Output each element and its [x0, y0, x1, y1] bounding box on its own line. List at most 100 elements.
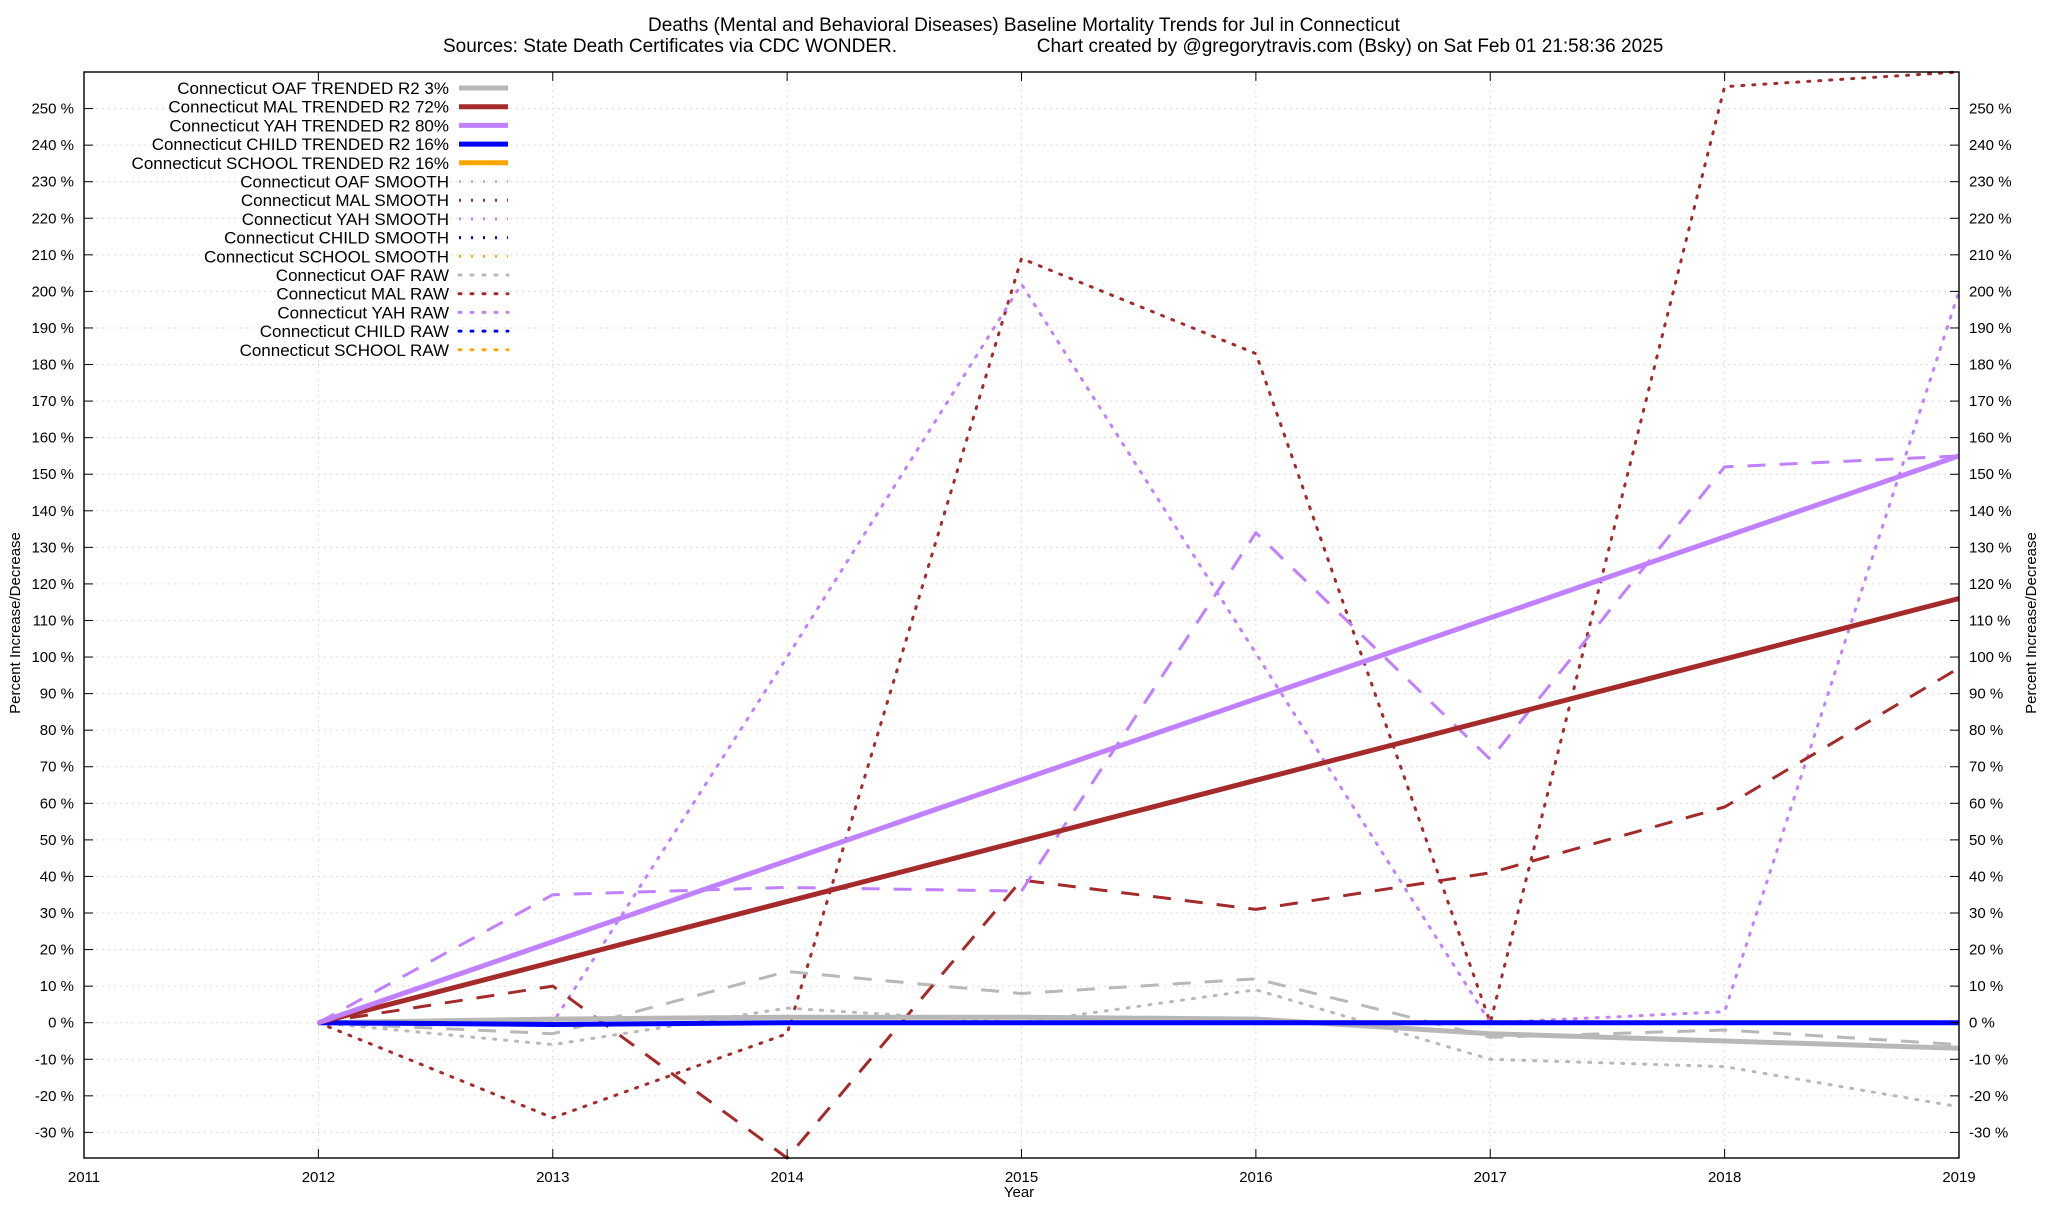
y-tick-label-right: 90 %	[1969, 686, 2003, 703]
series-line-dashed	[318, 970, 1960, 1047]
y-tick-label-left: 110 %	[33, 612, 74, 629]
y-tick-label-right: 70 %	[1969, 759, 2003, 776]
y-tick-label-right: 250 %	[1969, 101, 2012, 118]
legend-label: Connecticut CHILD RAW	[260, 322, 449, 341]
legend-label: Connecticut OAF RAW	[276, 266, 449, 285]
x-tick-label: 2014	[770, 1169, 803, 1186]
y-tick-label-right: 100 %	[1969, 649, 2012, 666]
y-tick-label-left: 90 %	[40, 686, 74, 703]
x-tick-label: 2017	[1474, 1169, 1507, 1186]
legend: Connecticut OAF TRENDED R2 3%Connecticut…	[132, 79, 510, 360]
y-tick-label-right: 230 %	[1969, 174, 2012, 191]
series-line-dotted	[316, 282, 1961, 1025]
y-tick-label-right: 220 %	[1969, 210, 2012, 227]
series-line-dashed	[318, 666, 1960, 1160]
x-tick-label: 2018	[1708, 1169, 1741, 1186]
y-tick-label-right: 30 %	[1969, 905, 2003, 922]
y-tick-label-left: 20 %	[40, 942, 74, 959]
legend-label: Connecticut YAH SMOOTH	[242, 210, 449, 229]
legend-label: Connecticut SCHOOL SMOOTH	[204, 247, 449, 266]
legend-label: Connecticut CHILD TRENDED R2 16%	[152, 135, 449, 154]
y-tick-label-left: 70 %	[40, 759, 74, 776]
legend-label: Connecticut SCHOOL TRENDED R2 16%	[132, 154, 449, 173]
y-tick-label-left: 230 %	[31, 174, 74, 191]
y-tick-label-right: 180 %	[1969, 357, 2012, 374]
y-tick-label-left: 220 %	[31, 210, 74, 227]
legend-label: Connecticut MAL RAW	[276, 285, 449, 304]
series-lines	[316, 70, 1961, 1160]
y-tick-label-right: 0 %	[1969, 1015, 1995, 1032]
series-line-solid	[317, 596, 1960, 1026]
y-tick-label-right: -10 %	[1969, 1051, 2008, 1068]
y-tick-label-left: 150 %	[31, 466, 74, 483]
y-tick-label-left: 190 %	[31, 320, 74, 337]
y-tick-label-left: 40 %	[40, 868, 74, 885]
y-tick-label-left: 160 %	[31, 430, 74, 447]
y-tick-label-left: 10 %	[40, 978, 74, 995]
y-tick-label-left: -30 %	[35, 1124, 74, 1141]
y-tick-label-left: 80 %	[40, 722, 74, 739]
y-tick-label-right: 150 %	[1969, 466, 2012, 483]
grid	[83, 72, 1960, 1158]
legend-label: Connecticut MAL SMOOTH	[241, 191, 449, 210]
legend-label: Connecticut OAF TRENDED R2 3%	[177, 79, 449, 98]
y-tick-label-left: -20 %	[35, 1088, 74, 1105]
legend-label: Connecticut YAH TRENDED R2 80%	[169, 116, 449, 135]
y-tick-label-right: 120 %	[1969, 576, 2012, 593]
y-tick-label-right: 50 %	[1969, 832, 2003, 849]
y-tick-label-left: 170 %	[31, 393, 74, 410]
y-tick-label-right: 170 %	[1969, 393, 2012, 410]
series-line-dashed	[317, 454, 1960, 1025]
axis-ticks: -30 % -30 % -20 % -20 % -10 % -10 % 0 % 0 % 10 %…	[31, 72, 2012, 1186]
chart-subtitle-left: Sources: State Death Certificates via CD…	[443, 36, 897, 57]
y-tick-label-right: 210 %	[1969, 247, 2012, 264]
y-tick-label-left: 130 %	[31, 539, 74, 556]
y-tick-label-left: -10 %	[35, 1051, 74, 1068]
y-tick-label-left: 30 %	[40, 905, 74, 922]
y-tick-label-left: 60 %	[40, 795, 74, 812]
x-tick-label: 2011	[68, 1169, 100, 1186]
y-tick-label-left: 0 %	[48, 1015, 74, 1032]
y-tick-label-right: 130 %	[1969, 539, 2012, 556]
y-tick-label-right: 10 %	[1969, 978, 2003, 995]
y-tick-label-left: 200 %	[31, 283, 74, 300]
y-tick-label-left: 120 %	[31, 576, 74, 593]
y-tick-label-right: 240 %	[1969, 137, 2012, 154]
chart-subtitle-right: Chart created by @gregorytravis.com (Bsk…	[1037, 36, 1664, 57]
x-tick-label: 2013	[536, 1169, 569, 1186]
x-axis-label: Year	[1004, 1184, 1034, 1200]
y-tick-label-left: 250 %	[31, 101, 74, 118]
legend-label: Connecticut MAL TRENDED R2 72%	[168, 98, 449, 117]
y-tick-label-right: -30 %	[1969, 1124, 2008, 1141]
y-axis-label-right: Percent Increase/Decrease	[2023, 532, 2040, 714]
y-tick-label-left: 210 %	[31, 247, 74, 264]
y-axis-label-left: Percent Increase/Decrease	[7, 532, 24, 714]
y-tick-label-left: 140 %	[31, 503, 74, 520]
x-tick-label: 2019	[1942, 1169, 1975, 1186]
series-line-solid	[318, 1020, 1959, 1027]
legend-label: Connecticut SCHOOL RAW	[240, 341, 449, 360]
y-tick-label-right: 40 %	[1969, 868, 2003, 885]
x-tick-label: 2015	[1005, 1169, 1038, 1186]
y-tick-label-right: 110 %	[1969, 612, 2010, 629]
series-line-solid	[317, 453, 1960, 1026]
y-tick-label-left: 180 %	[31, 357, 74, 374]
y-tick-label-right: 60 %	[1969, 795, 2003, 812]
y-tick-label-right: 20 %	[1969, 942, 2003, 959]
chart-title: Deaths (Mental and Behavioral Diseases) …	[648, 15, 1401, 36]
y-tick-label-left: 50 %	[40, 832, 74, 849]
x-tick-label: 2012	[302, 1169, 335, 1186]
series-line-dotted	[316, 988, 1961, 1109]
series-line-solid	[318, 1014, 1960, 1051]
y-tick-label-right: 140 %	[1969, 503, 2012, 520]
y-tick-label-right: -20 %	[1969, 1088, 2008, 1105]
y-tick-label-left: 100 %	[31, 649, 74, 666]
y-tick-label-right: 190 %	[1969, 320, 2012, 337]
y-tick-label-right: 200 %	[1969, 283, 2012, 300]
legend-label: Connecticut CHILD SMOOTH	[224, 229, 449, 248]
y-tick-label-right: 160 %	[1969, 430, 2012, 447]
x-tick-label: 2016	[1239, 1169, 1272, 1186]
y-tick-label-right: 80 %	[1969, 722, 2003, 739]
